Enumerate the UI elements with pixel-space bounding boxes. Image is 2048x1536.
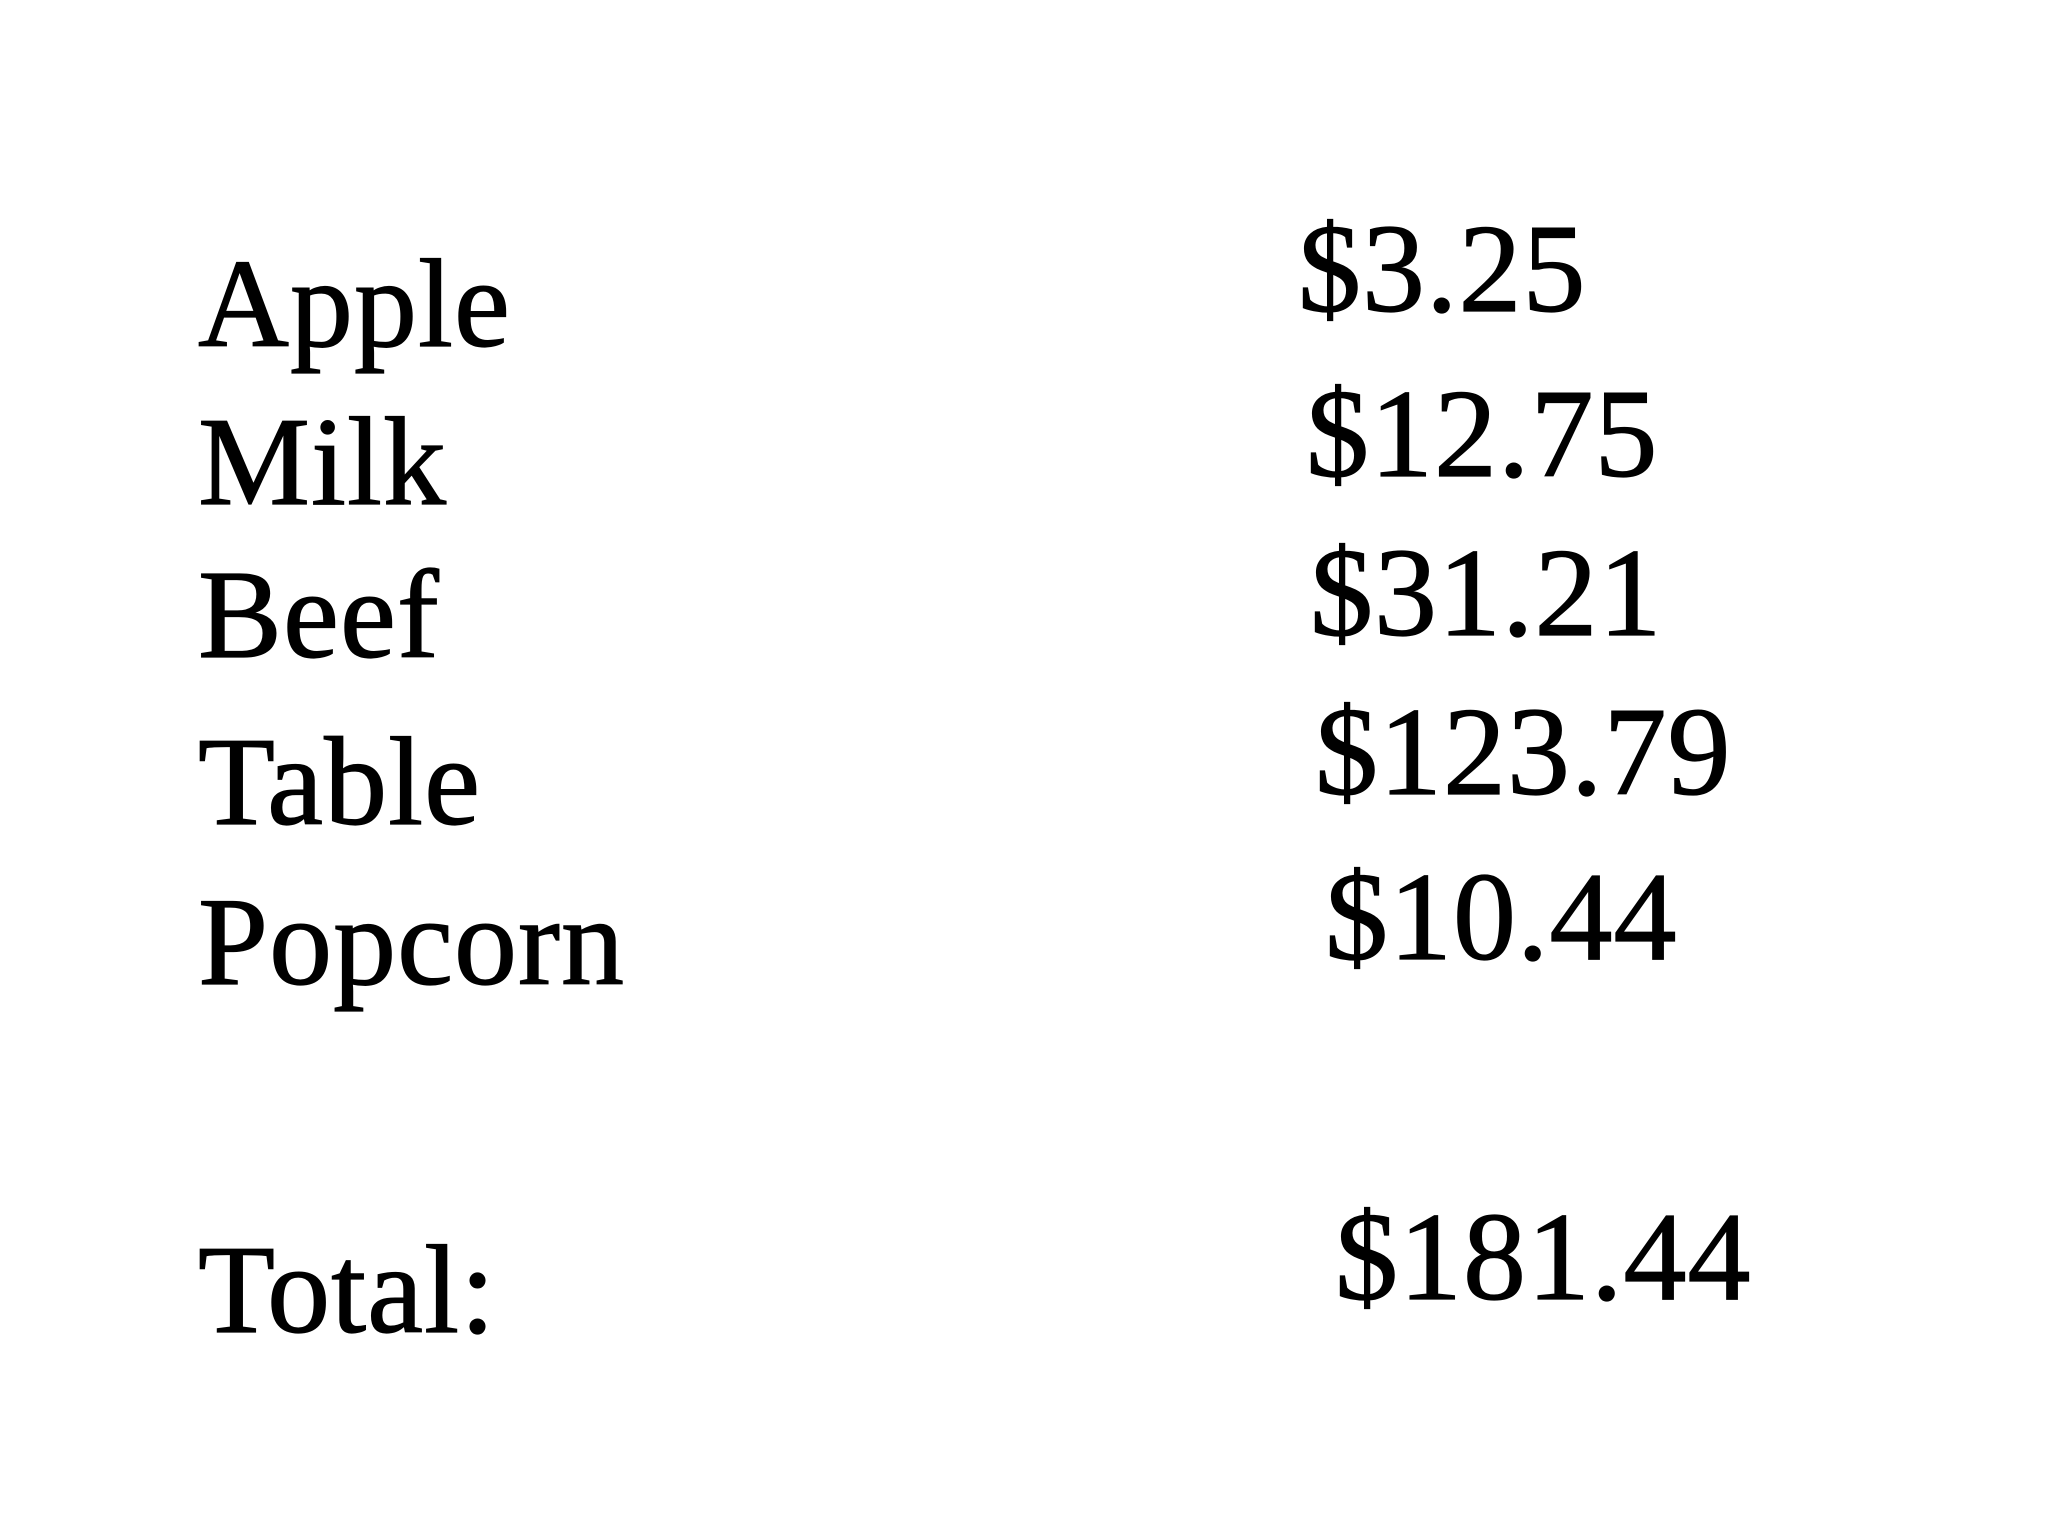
total-value: $181.44	[1334, 1188, 1752, 1327]
item-price: $123.79	[1314, 683, 1732, 822]
item-price: $31.21	[1309, 524, 1663, 663]
item-name: Apple	[197, 235, 511, 374]
item-price: $3.25	[1297, 200, 1587, 339]
item-name: Beef	[197, 546, 440, 685]
total-label: Total:	[197, 1221, 497, 1360]
item-price: $10.44	[1324, 848, 1678, 987]
item-name: Popcorn	[197, 873, 625, 1012]
item-price: $12.75	[1305, 365, 1659, 504]
item-name: Table	[197, 713, 482, 852]
item-name: Milk	[197, 393, 448, 532]
